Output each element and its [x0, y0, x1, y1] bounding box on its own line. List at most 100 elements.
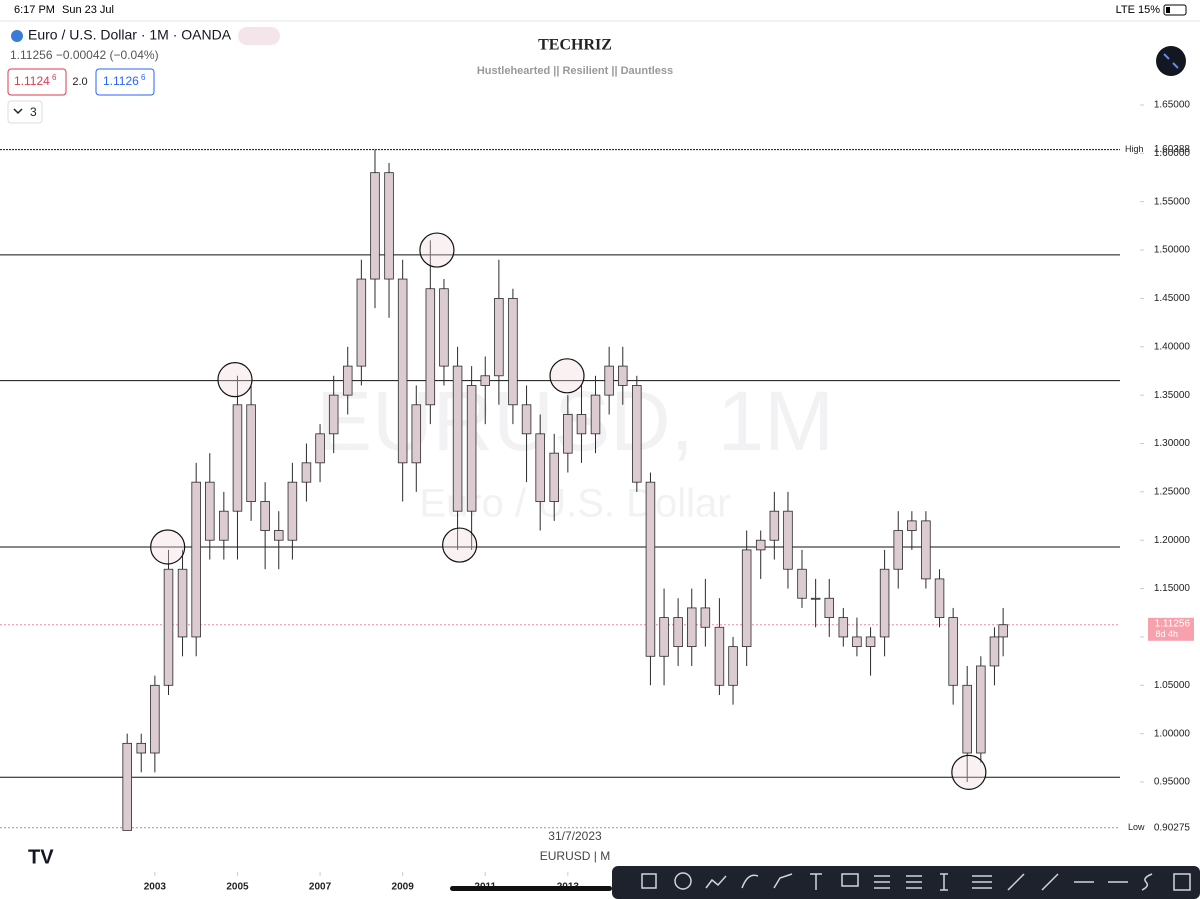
- sell-box[interactable]: [7, 68, 67, 96]
- candle-body: [494, 298, 504, 377]
- candle-body: [714, 626, 725, 686]
- candle-body: [998, 624, 1008, 638]
- candle-body: [590, 394, 601, 435]
- tool-callout[interactable]: [841, 873, 859, 887]
- candle-body: [810, 597, 821, 600]
- change: 1.11256 −0.00042 (−0.04%): [10, 48, 159, 62]
- candle-body: [838, 617, 849, 638]
- y-tick-label: 1.30000: [1154, 438, 1191, 449]
- candle-body: [425, 288, 436, 406]
- tool-trend[interactable]: [1007, 873, 1025, 891]
- candle-body: [576, 414, 587, 435]
- highlight-circle: [951, 754, 987, 790]
- candle-body: [893, 530, 903, 570]
- candle-body: [452, 365, 463, 512]
- high-value: 1.60388: [1154, 144, 1191, 155]
- candle-body: [852, 636, 862, 648]
- candle-body: [907, 520, 917, 531]
- status-signal: LTE 15%: [1116, 4, 1161, 16]
- candle-body: [397, 278, 408, 464]
- high-label: High: [1125, 144, 1144, 154]
- symbol[interactable]: Euro / U.S. Dollar · 1M · OANDA: [28, 27, 232, 43]
- candle-body: [287, 481, 298, 541]
- candle-body: [632, 385, 642, 483]
- countdown: 8d 4h: [1155, 629, 1178, 639]
- toggle[interactable]: [238, 27, 280, 45]
- buy-box[interactable]: [95, 68, 155, 96]
- x-tick-label: 2007: [309, 882, 332, 893]
- logo: TV: [28, 846, 54, 868]
- candle-body: [342, 365, 353, 396]
- candle-body: [191, 481, 201, 638]
- candle-body: [549, 452, 559, 502]
- highlight-circle: [419, 232, 455, 268]
- spread: 2.0: [72, 76, 87, 88]
- watermark-sub: Euro / U.S. Dollar: [419, 482, 730, 526]
- candle-body: [700, 607, 711, 628]
- candle-body: [686, 607, 697, 648]
- chart-title: TECHRIZ: [538, 37, 612, 54]
- candle-body: [521, 404, 532, 435]
- candle-body: [673, 617, 683, 648]
- tool-polyline[interactable]: [773, 873, 793, 889]
- x-tick-label: 2003: [144, 882, 167, 893]
- candle-body: [645, 481, 656, 657]
- tool-circle[interactable]: [674, 872, 692, 890]
- low-value: 0.90275: [1154, 822, 1191, 833]
- candle-body: [535, 433, 545, 502]
- last-price-box: [1148, 617, 1194, 641]
- tool-ray[interactable]: [1041, 873, 1059, 891]
- candle-body: [797, 568, 807, 599]
- last-price: 1.11256: [1155, 618, 1191, 629]
- candle-body: [783, 510, 793, 570]
- battery-level: [1166, 7, 1170, 13]
- y-tick-label: 1.65000: [1154, 100, 1191, 111]
- fullscreen-icon: [1163, 53, 1179, 69]
- tool-range[interactable]: [940, 873, 948, 891]
- tool-rect[interactable]: [641, 873, 657, 889]
- tool-fib[interactable]: [874, 875, 890, 889]
- date-label: 31/7/2023: [548, 829, 602, 843]
- tool-fib2[interactable]: [906, 875, 922, 889]
- y-tick-label: 1.55000: [1154, 196, 1191, 207]
- tool-text[interactable]: [810, 873, 822, 890]
- y-tick-label: 1.45000: [1154, 293, 1191, 304]
- candle-body: [741, 549, 752, 648]
- tool-lines[interactable]: [972, 875, 992, 889]
- series-label: EURUSD | M: [540, 849, 610, 863]
- candle-body: [659, 617, 669, 657]
- candle-body: [728, 646, 738, 686]
- y-tick-label: 1.20000: [1154, 535, 1191, 546]
- low-label: Low: [1128, 822, 1145, 832]
- y-tick-label: 1.50000: [1154, 245, 1191, 256]
- status-time: 6:17 PM: [14, 4, 55, 16]
- tool-path[interactable]: [705, 875, 727, 889]
- candle-body: [563, 414, 573, 454]
- candle-body: [328, 394, 339, 435]
- candle-body: [976, 665, 986, 754]
- candle-body: [604, 365, 614, 396]
- candle-body: [205, 481, 215, 541]
- tool-grid[interactable]: [1173, 873, 1191, 891]
- candle-body: [948, 617, 958, 686]
- highlight-circle: [150, 529, 186, 565]
- candle-body: [315, 433, 325, 464]
- x-tick-label: 2009: [392, 882, 415, 893]
- y-tick-label: 1.35000: [1154, 390, 1191, 401]
- candle-body: [466, 385, 477, 512]
- candle-body: [301, 462, 312, 483]
- chevron: [13, 108, 23, 115]
- candle-body: [769, 510, 780, 541]
- tool-curve[interactable]: [741, 874, 759, 889]
- tool-brush[interactable]: [1141, 873, 1153, 891]
- candle-body: [219, 510, 229, 541]
- y-tick-label: 1.60000: [1154, 148, 1191, 159]
- candle-body: [921, 520, 931, 580]
- indicators-toggle[interactable]: [7, 100, 43, 124]
- toolbar-icons: [641, 872, 1191, 891]
- fullscreen-button[interactable]: [1156, 46, 1186, 76]
- candle-body: [934, 578, 945, 618]
